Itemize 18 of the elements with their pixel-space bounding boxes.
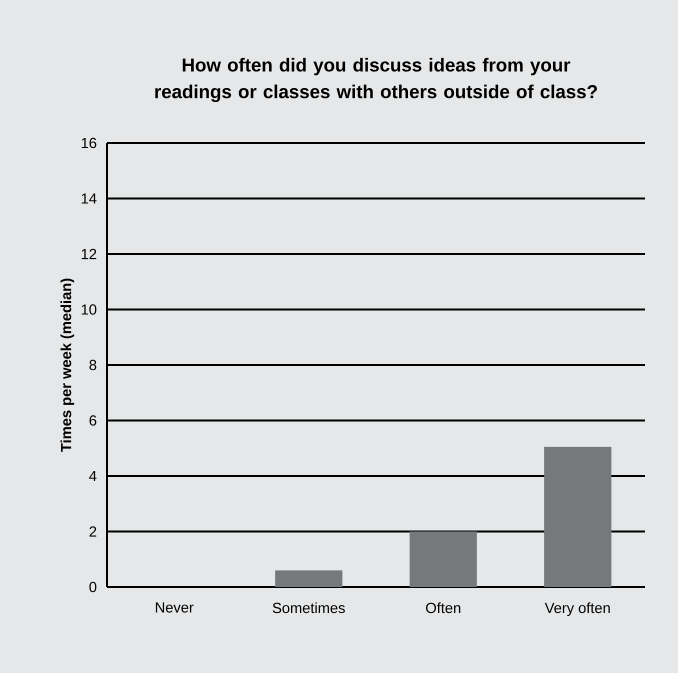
x-tick-label: Never <box>156 602 194 613</box>
y-tick-label: 6 <box>90 415 96 426</box>
y-tick-label: 4 <box>89 470 97 482</box>
y-tick-label: 12 <box>82 248 96 260</box>
y-axis-title: Times per week (median) <box>60 278 74 452</box>
x-tick-label: Sometimes <box>272 602 345 614</box>
y-tick-label: 2 <box>90 526 96 537</box>
x-tick-label: Very often <box>544 602 610 616</box>
bar <box>410 531 477 587</box>
chart-title: How often did you discuss ideas from your readings or classes with others outside of class? <box>155 58 597 102</box>
y-tick-label: 0 <box>89 582 96 592</box>
y-tick-label: 10 <box>82 304 96 315</box>
bar <box>275 570 342 587</box>
bar <box>544 446 612 587</box>
x-tick-label: Often <box>426 602 460 614</box>
y-tick-label: 16 <box>82 138 96 148</box>
y-tick-label: 8 <box>89 360 96 370</box>
y-tick-label: 14 <box>82 193 97 204</box>
